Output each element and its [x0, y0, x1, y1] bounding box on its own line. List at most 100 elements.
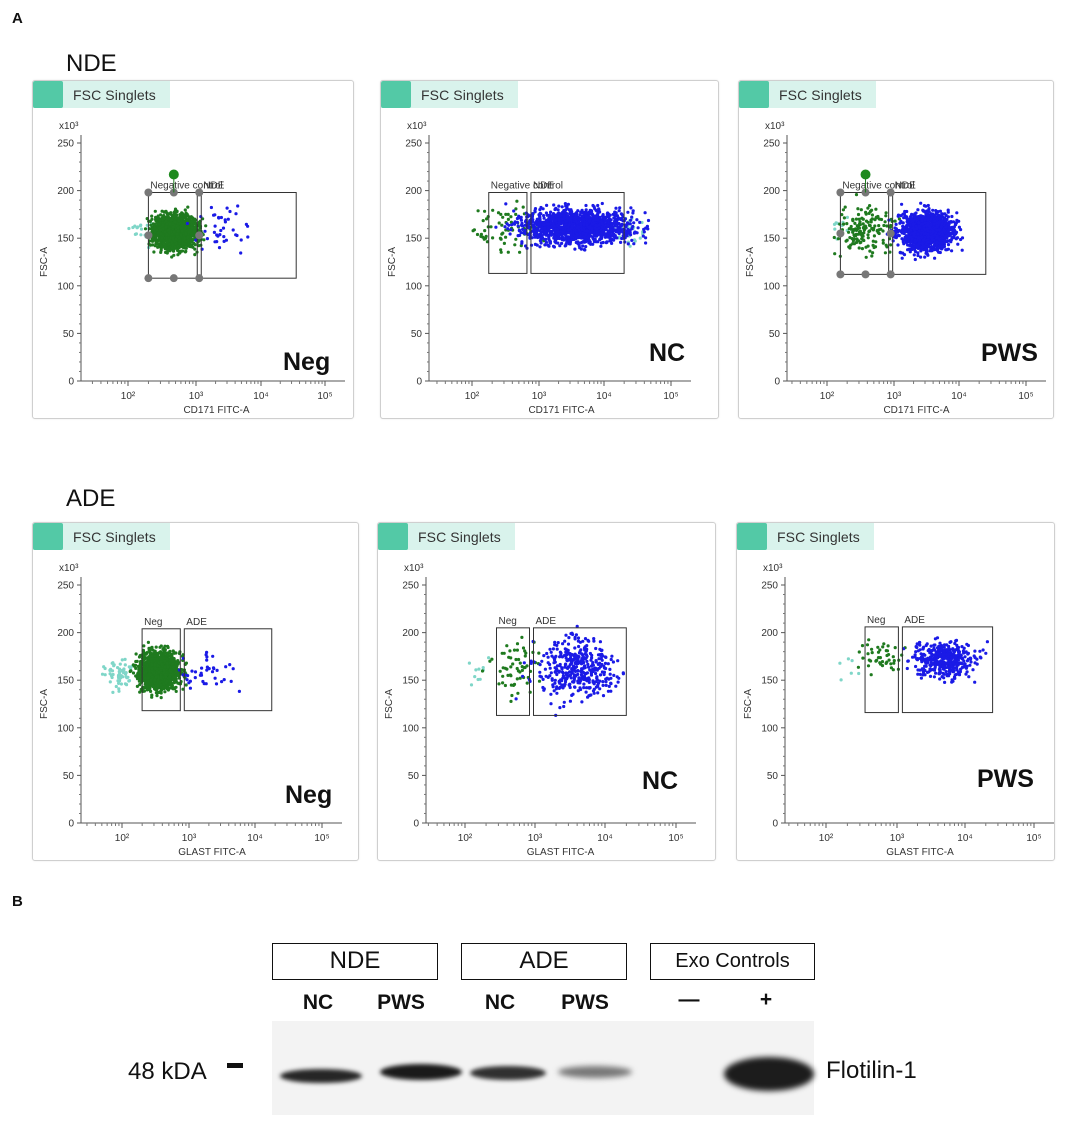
y-tick-label: 100: [57, 281, 74, 292]
positive-event: [916, 208, 920, 212]
positive-event: [513, 220, 517, 224]
gate-handle[interactable]: [836, 229, 845, 238]
gate-handle[interactable]: [144, 188, 153, 197]
negative-event: [483, 229, 487, 233]
positive-event: [239, 251, 243, 255]
positive-event: [583, 248, 587, 252]
negative-event: [870, 227, 875, 231]
negative-event: [485, 240, 489, 244]
gate-handle[interactable]: [886, 229, 895, 238]
positive-event: [644, 236, 648, 240]
positive-event: [894, 222, 898, 226]
x-tick-label: 10⁴: [596, 391, 611, 402]
positive-event: [557, 221, 561, 225]
positive-event: [557, 233, 561, 237]
gate-handle[interactable]: [861, 270, 870, 279]
negative-event: [857, 217, 861, 221]
positive-event: [557, 236, 561, 241]
negative-event: [885, 224, 889, 228]
positive-event: [608, 239, 612, 243]
y-tick-label: 150: [763, 234, 780, 245]
positive-event: [950, 249, 954, 253]
y-tick-label: 0: [774, 377, 780, 388]
negative-event: [177, 219, 181, 223]
positive-event: [921, 242, 925, 246]
positive-event: [596, 218, 600, 222]
negative-event: [183, 208, 187, 212]
positive-event: [907, 247, 911, 251]
negative-event: [190, 219, 194, 223]
positive-event: [546, 227, 550, 231]
positive-event: [630, 215, 634, 219]
outlier-event: [123, 657, 127, 661]
gate-handle[interactable]: [195, 188, 204, 197]
positive-event: [938, 209, 942, 213]
gate-left[interactable]: [488, 192, 528, 274]
outlier-event: [114, 684, 118, 689]
positive-event: [931, 212, 935, 216]
positive-event: [954, 237, 958, 241]
negative-event: [868, 249, 872, 253]
positive-event: [954, 230, 959, 234]
positive-event: [620, 236, 624, 241]
positive-event: [940, 233, 945, 237]
positive-event: [929, 217, 933, 221]
positive-event: [543, 226, 547, 230]
negative-event: [869, 218, 873, 222]
positive-event: [554, 206, 558, 210]
positive-event: [916, 232, 920, 236]
positive-event: [539, 241, 543, 245]
negative-event: [498, 236, 502, 240]
positive-event: [918, 214, 922, 218]
positive-event: [940, 236, 944, 240]
positive-event: [907, 227, 911, 231]
negative-event: [190, 234, 195, 238]
positive-event: [548, 241, 552, 245]
positive-event: [923, 255, 927, 259]
positive-event: [562, 230, 566, 234]
positive-event: [929, 223, 933, 227]
gate-handle[interactable]: [886, 270, 895, 279]
positive-event: [954, 222, 958, 226]
positive-event: [902, 253, 907, 257]
rotate-handle[interactable]: [168, 169, 179, 180]
negative-event: [848, 236, 852, 240]
negative-event: [497, 221, 501, 225]
positive-event: [521, 227, 525, 232]
rotate-handle[interactable]: [860, 169, 871, 180]
positive-event: [945, 248, 949, 252]
positive-event: [561, 220, 565, 224]
nde-pws-plot: FSC Singlets 0 50 100 150 200 250 x10³ FSC-A 10²…: [738, 80, 1054, 419]
gate-handle[interactable]: [195, 274, 204, 283]
positive-event: [937, 237, 941, 241]
negative-event: [499, 212, 503, 216]
gate-handle[interactable]: [836, 270, 845, 279]
gate-handle[interactable]: [144, 274, 153, 283]
positive-event: [896, 233, 900, 238]
positive-event: [576, 241, 580, 246]
negative-event: [859, 208, 863, 212]
positive-event: [900, 202, 904, 206]
positive-event: [580, 219, 584, 223]
negative-event: [504, 235, 508, 239]
positive-event: [617, 217, 621, 221]
negative-event: [857, 226, 861, 230]
y-multiplier: x10³: [59, 121, 79, 132]
gate-handle[interactable]: [836, 188, 845, 197]
positive-event: [636, 226, 640, 230]
gate-handle[interactable]: [144, 231, 153, 240]
positive-event: [566, 202, 570, 206]
positive-event: [516, 224, 520, 228]
gate-right[interactable]: [530, 192, 625, 274]
gate-handle[interactable]: [169, 274, 178, 283]
negative-event: [183, 242, 187, 246]
gate-handle[interactable]: [195, 231, 204, 240]
positive-event: [563, 202, 567, 206]
fsc-singlets-header: FSC Singlets: [33, 81, 170, 108]
positive-event: [531, 219, 535, 223]
gate-left-label: Negative control: [150, 181, 222, 192]
negative-event: [182, 221, 186, 225]
gate-handle[interactable]: [886, 188, 895, 197]
positive-event: [587, 226, 592, 230]
positive-event: [643, 211, 647, 215]
